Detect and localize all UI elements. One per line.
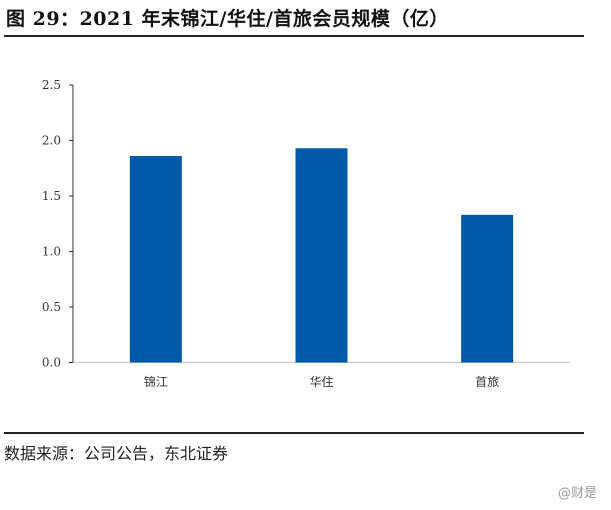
- y-tick-label: 0.5: [42, 300, 61, 314]
- bar-锦江: [129, 156, 182, 363]
- bar-chart: 0.0 0.5 1.0 1.5 2.0 2.5 锦江 华住 首旅: [42, 78, 570, 389]
- bar-华住: [295, 148, 348, 363]
- title-rule: [4, 35, 584, 37]
- y-tick-label: 1.5: [42, 189, 61, 203]
- source-note: 数据来源：公司公告，东北证券: [4, 444, 229, 463]
- y-tick-label: 2.0: [42, 134, 61, 148]
- source-rule: [4, 432, 584, 434]
- x-tick-label: 锦江: [144, 375, 168, 389]
- watermark: @财是: [557, 486, 597, 501]
- y-tick-label: 1.0: [42, 245, 61, 259]
- figure-title: 图 29：2021 年末锦江/华住/首旅会员规模（亿）: [6, 8, 449, 30]
- y-tick-label: 0.0: [42, 356, 61, 370]
- x-tick-label: 首旅: [475, 375, 499, 389]
- y-tick-label: 2.5: [42, 78, 61, 92]
- x-tick-label: 华住: [309, 375, 333, 389]
- bar-首旅: [461, 214, 514, 363]
